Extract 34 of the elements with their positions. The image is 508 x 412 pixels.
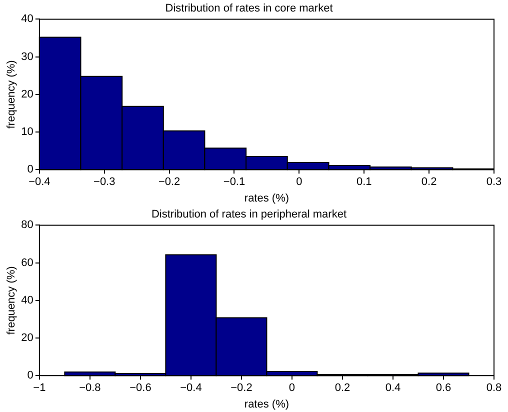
- y-tick-label: 40: [21, 294, 34, 306]
- y-tick-label: 30: [21, 50, 34, 63]
- x-tick-label: −1: [33, 382, 46, 394]
- x-tick-label: −0.6: [130, 382, 152, 394]
- x-tick-label: −0.3: [94, 176, 116, 188]
- x-tick-label: −0.2: [158, 176, 180, 188]
- x-axis-title: rates (%): [244, 398, 290, 410]
- y-axis-title: frequency (%): [6, 266, 18, 335]
- x-tick-label: 0: [288, 382, 296, 394]
- y-tick-label: 20: [21, 332, 34, 344]
- x-tick-label: −0.1: [223, 176, 246, 188]
- x-tick-label: −0.8: [79, 382, 101, 394]
- x-tick-label: −0.4: [180, 382, 202, 394]
- y-tick-label: 40: [21, 13, 34, 26]
- x-tick-label: 0: [296, 176, 302, 188]
- chart-title: Distribution of rates in core market: [165, 2, 333, 15]
- y-tick-label: 0: [27, 164, 34, 176]
- x-tick-label: 0.2: [421, 176, 437, 188]
- y-tick-label: 80: [21, 219, 34, 232]
- x-tick-label: 0.1: [356, 176, 372, 188]
- y-tick-label: 0: [27, 370, 34, 382]
- x-tick-label: 0.2: [334, 382, 350, 394]
- x-tick-label: −0.4: [28, 176, 50, 188]
- x-tick-label: −0.2: [230, 382, 252, 394]
- chart-title: Distribution of rates in peripheral market: [151, 208, 347, 221]
- y-tick-label: 10: [21, 126, 34, 138]
- y-tick-label: 60: [21, 256, 34, 269]
- x-tick-label: 0.8: [486, 382, 502, 394]
- x-tick-label: 0.3: [486, 176, 502, 188]
- y-axis-title: frequency (%): [6, 60, 18, 129]
- y-tick-label: 20: [21, 88, 34, 100]
- x-tick-label: 0.4: [385, 382, 401, 394]
- x-axis-title: rates (%): [244, 192, 290, 204]
- x-tick-label: 0.6: [436, 382, 452, 394]
